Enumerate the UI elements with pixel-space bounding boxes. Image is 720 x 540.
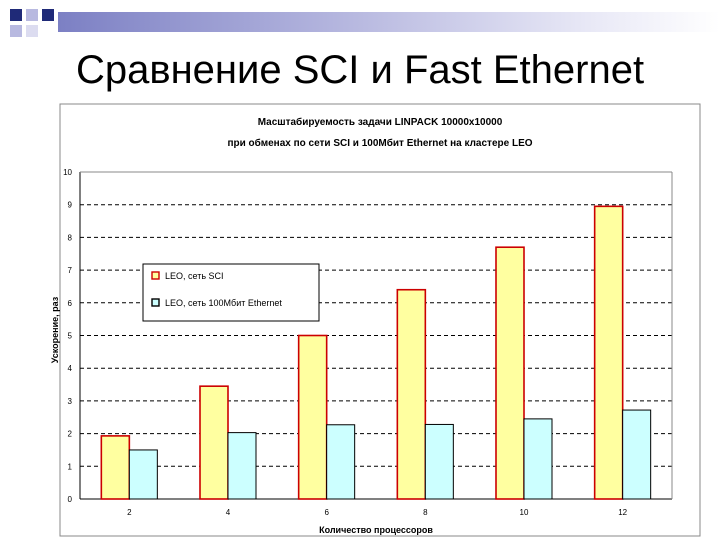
x-tick-label: 4 xyxy=(226,508,231,517)
x-tick-label: 2 xyxy=(127,508,132,517)
y-tick-label: 10 xyxy=(63,168,72,177)
corner-square-navy-2 xyxy=(42,9,54,21)
bar xyxy=(622,409,652,500)
y-tick-label: 1 xyxy=(68,462,73,471)
bar xyxy=(326,424,356,500)
bar xyxy=(227,432,257,500)
bar xyxy=(199,385,229,500)
chart-title-block: Масштабируемость задачи LINPACK 10000x10… xyxy=(60,112,700,154)
bar xyxy=(128,449,158,500)
x-axis-title: Количество процессоров xyxy=(319,525,433,535)
chart-subtitle: при обменах по сети SCI и 100Мбит Ethern… xyxy=(227,138,533,149)
chart-border xyxy=(59,103,701,537)
y-tick-label: 0 xyxy=(68,495,73,504)
y-tick-label: 5 xyxy=(68,332,73,341)
y-tick-label: 8 xyxy=(68,233,73,242)
y-tick-label: 2 xyxy=(68,430,73,439)
x-tick-label: 8 xyxy=(423,508,428,517)
x-tick-label: 6 xyxy=(324,508,329,517)
y-axis-title: Ускорение, раз xyxy=(50,296,60,363)
y-tick-label: 7 xyxy=(68,266,73,275)
legend-label: LEO, сеть SCI xyxy=(165,271,224,281)
corner-square-lavender-2 xyxy=(10,25,22,37)
y-tick-label: 3 xyxy=(68,397,73,406)
legend-swatch xyxy=(151,271,160,280)
bar xyxy=(495,246,525,500)
legend-swatch xyxy=(151,298,160,307)
legend-box xyxy=(142,263,320,322)
bar xyxy=(396,288,427,500)
corner-square-navy-1 xyxy=(10,9,22,21)
corner-square-lavender-1 xyxy=(26,9,38,21)
top-gradient-band xyxy=(58,12,720,32)
x-tick-label: 12 xyxy=(618,508,627,517)
legend-label: LEO, сеть 100Мбит Ethernet xyxy=(165,298,282,308)
corner-square-lavender-3 xyxy=(26,25,38,37)
chart-title: Масштабируемость задачи LINPACK 10000x10… xyxy=(257,117,503,128)
bar xyxy=(424,423,454,500)
x-tick-label: 10 xyxy=(520,508,529,517)
y-tick-label: 6 xyxy=(68,299,73,308)
bar xyxy=(523,418,553,500)
bar xyxy=(100,435,131,500)
y-tick-label: 9 xyxy=(68,201,73,210)
y-tick-label: 4 xyxy=(68,364,73,373)
slide-title: Сравнение SCI и Fast Ethernet xyxy=(75,48,645,92)
bar xyxy=(297,334,328,500)
bar xyxy=(593,205,624,500)
